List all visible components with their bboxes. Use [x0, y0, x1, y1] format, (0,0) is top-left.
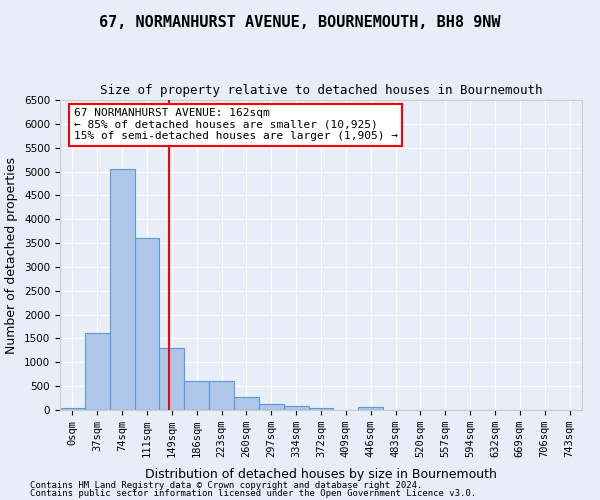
Text: Contains public sector information licensed under the Open Government Licence v3: Contains public sector information licen…: [30, 489, 476, 498]
Text: 67 NORMANHURST AVENUE: 162sqm
← 85% of detached houses are smaller (10,925)
15% : 67 NORMANHURST AVENUE: 162sqm ← 85% of d…: [74, 108, 398, 142]
Bar: [308, 408, 334, 410]
Bar: [134, 238, 160, 410]
Bar: [110, 169, 134, 410]
Title: Size of property relative to detached houses in Bournemouth: Size of property relative to detached ho…: [100, 84, 542, 98]
Text: 67, NORMANHURST AVENUE, BOURNEMOUTH, BH8 9NW: 67, NORMANHURST AVENUE, BOURNEMOUTH, BH8…: [99, 15, 501, 30]
Bar: [284, 406, 308, 410]
Bar: [160, 348, 184, 410]
Bar: [358, 408, 383, 410]
Bar: [234, 396, 259, 410]
Bar: [184, 382, 209, 410]
Y-axis label: Number of detached properties: Number of detached properties: [5, 156, 19, 354]
Text: Contains HM Land Registry data © Crown copyright and database right 2024.: Contains HM Land Registry data © Crown c…: [30, 480, 422, 490]
X-axis label: Distribution of detached houses by size in Bournemouth: Distribution of detached houses by size …: [145, 468, 497, 481]
Bar: [85, 332, 110, 410]
Bar: [60, 408, 85, 410]
Bar: [259, 404, 284, 410]
Bar: [209, 382, 234, 410]
